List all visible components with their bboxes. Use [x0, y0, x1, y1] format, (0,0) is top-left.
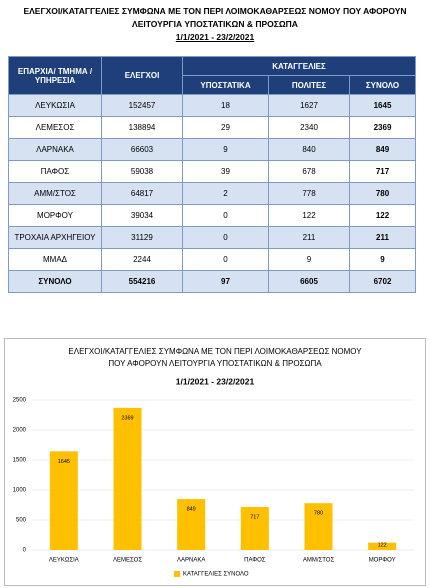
- value-cell: 2340: [268, 116, 350, 139]
- region-cell: ΛΕΥΚΩΣΙΑ: [8, 94, 102, 117]
- x-tick-label: ΛΕΜΕΣΟΣ: [113, 558, 142, 564]
- value-cell: 18: [182, 94, 269, 117]
- value-cell: 778: [268, 182, 350, 205]
- header-cell: ΠΟΛΙΤΕΣ: [268, 75, 350, 95]
- table-row: ΣΥΝΟΛΟ 554216 97 6605 6702: [8, 270, 416, 293]
- value-cell: 59038: [101, 160, 183, 183]
- table-row: ΜΟΡΦΟΥ 39034 0 122 122: [8, 204, 416, 227]
- value-cell: 39034: [101, 204, 183, 227]
- chart-subtitle: 1/1/2021 - 23/2/2021: [176, 376, 255, 386]
- bar: [304, 503, 333, 550]
- bar: [49, 451, 78, 550]
- value-cell: 6605: [268, 270, 350, 293]
- value-cell: 64817: [101, 182, 183, 205]
- value-cell: 2244: [101, 248, 183, 271]
- data-label: 1645: [58, 459, 70, 465]
- region-cell: ΤΡΟΧΑΙΑ ΑΡΧΗΓΕΙΟΥ: [8, 226, 102, 249]
- y-tick-label: 1000: [13, 488, 27, 494]
- value-cell: 678: [268, 160, 350, 183]
- x-tick-label: ΑΜΜ/ΣΤΟΣ: [303, 558, 335, 564]
- value-cell: 97: [182, 270, 269, 293]
- y-tick-label: 2000: [13, 428, 27, 434]
- region-cell: ΑΜΜ/ΣΤΟΣ: [8, 182, 102, 205]
- region-cell: ΜΟΡΦΟΥ: [8, 204, 102, 227]
- value-cell: 29: [182, 116, 269, 139]
- x-tick-label: ΛΕΥΚΩΣΙΑ: [49, 558, 79, 564]
- table-row: ΠΑΦΟΣ 59038 39 678 717: [8, 160, 416, 183]
- value-cell: 0: [182, 248, 269, 271]
- table-row: ΛΕΜΕΣΟΣ 138894 29 2340 2369: [8, 116, 416, 139]
- legend-swatch: [174, 571, 180, 577]
- value-cell: 2: [182, 182, 269, 205]
- value-cell: 9: [182, 138, 269, 161]
- value-cell: 138894: [101, 116, 183, 139]
- table-row: ΛΕΥΚΩΣΙΑ 152457 18 1627 1645: [8, 94, 416, 117]
- data-label: 122: [378, 542, 387, 548]
- value-cell: 152457: [101, 94, 183, 117]
- value-cell: 122: [268, 204, 350, 227]
- value-cell: 1627: [268, 94, 350, 117]
- chart: ΕΛΕΓΧΟΙ/ΚΑΤΑΓΓΕΛΙΕΣ ΣΥΜΦΩΝΑ ΜΕ ΤΟΝ ΠΕΡΙ …: [4, 338, 426, 586]
- value-cell: 66603: [101, 138, 183, 161]
- bar: [177, 499, 206, 550]
- value-cell: 0: [182, 226, 269, 249]
- page-title: ΛΕΙΤΟΥΡΓΙΑ ΥΠΟΣΤΑΤΙΚΩΝ & ΠΡΟΣΩΠΑ: [132, 19, 298, 29]
- chart-title: ΠΟΥ ΑΦΟΡΟΥΝ ΛΕΙΤΟΥΡΓΙΑ ΥΠΟΣΤΑΤΙΚΩΝ & ΠΡΟ…: [108, 359, 322, 368]
- page-date: 1/1/2021 - 23/2/2021: [175, 32, 255, 42]
- x-tick-label: ΛΑΡΝΑΚΑ: [177, 558, 205, 564]
- value-cell: 6702: [349, 270, 416, 293]
- data-label: 2369: [121, 415, 133, 421]
- value-cell: 122: [349, 204, 416, 227]
- y-tick-label: 500: [16, 518, 27, 524]
- region-cell: ΜΜΑΔ: [8, 248, 102, 271]
- table-row: ΜΜΑΔ 2244 0 9 9: [8, 248, 416, 271]
- y-tick-label: 0: [23, 548, 27, 554]
- header-cell: ΕΠΑΡΧΙΑ/ ΤΜΗΜΑ / ΥΠΗΡΕΣΙΑ: [8, 56, 102, 95]
- value-cell: 9: [268, 248, 350, 271]
- region-cell: ΣΥΝΟΛΟ: [8, 270, 102, 293]
- header-cell: ΕΛΕΓΧΟΙ: [101, 56, 183, 95]
- table-row: ΑΜΜ/ΣΤΟΣ 64817 2 778 780: [8, 182, 416, 205]
- value-cell: 2369: [349, 116, 416, 139]
- region-cell: ΛΑΡΝΑΚΑ: [8, 138, 102, 161]
- x-tick-label: ΜΟΡΦΟΥ: [369, 558, 396, 564]
- value-cell: 9: [349, 248, 416, 271]
- value-cell: 31129: [101, 226, 183, 249]
- header-cell: ΣΥΝΟΛΟ: [349, 75, 416, 95]
- page-title: ΕΛΕΓΧΟΙ/ΚΑΤΑΓΓΕΛΙΕΣ ΣΥΜΦΩΝΑ ΜΕ ΤΟΝ ΠΕΡΙ …: [23, 6, 407, 16]
- region-cell: ΠΑΦΟΣ: [8, 160, 102, 183]
- value-cell: 780: [349, 182, 416, 205]
- bar: [240, 506, 269, 550]
- value-cell: 554216: [101, 270, 183, 293]
- value-cell: 211: [268, 226, 350, 249]
- table-row: ΛΑΡΝΑΚΑ 66603 9 840 849: [8, 138, 416, 161]
- bar: [113, 407, 142, 550]
- data-label: 780: [314, 511, 323, 517]
- header-cell: ΥΠΟΣΤΑΤΙΚΑ: [182, 75, 269, 95]
- region-cell: ΛΕΜΕΣΟΣ: [8, 116, 102, 139]
- chart-title: ΕΛΕΓΧΟΙ/ΚΑΤΑΓΓΕΛΙΕΣ ΣΥΜΦΩΝΑ ΜΕ ΤΟΝ ΠΕΡΙ …: [68, 347, 362, 356]
- value-cell: 1645: [349, 94, 416, 117]
- value-cell: 39: [182, 160, 269, 183]
- y-tick-label: 1500: [13, 458, 27, 464]
- value-cell: 211: [349, 226, 416, 249]
- table-row: ΤΡΟΧΑΙΑ ΑΡΧΗΓΕΙΟΥ 31129 0 211 211: [8, 226, 416, 249]
- bar: [368, 542, 397, 550]
- header-cell: ΚΑΤΑΓΓΕΛΙΕΣ: [182, 56, 416, 76]
- value-cell: 840: [268, 138, 350, 161]
- value-cell: 0: [182, 204, 269, 227]
- legend-label: ΚΑΤΑΓΓΕΛΙΕΣ ΣΥΝΟΛΟ: [183, 572, 249, 578]
- value-cell: 717: [349, 160, 416, 183]
- value-cell: 849: [349, 138, 416, 161]
- data-label: 717: [250, 514, 259, 520]
- y-tick-label: 2500: [13, 398, 27, 404]
- x-tick-label: ΠΑΦΟΣ: [244, 558, 266, 564]
- data-label: 849: [187, 507, 196, 513]
- data-table: ΕΠΑΡΧΙΑ/ ΤΜΗΜΑ / ΥΠΗΡΕΣΙΑ ΕΛΕΓΧΟΙ ΚΑΤΑΓΓ…: [8, 56, 416, 293]
